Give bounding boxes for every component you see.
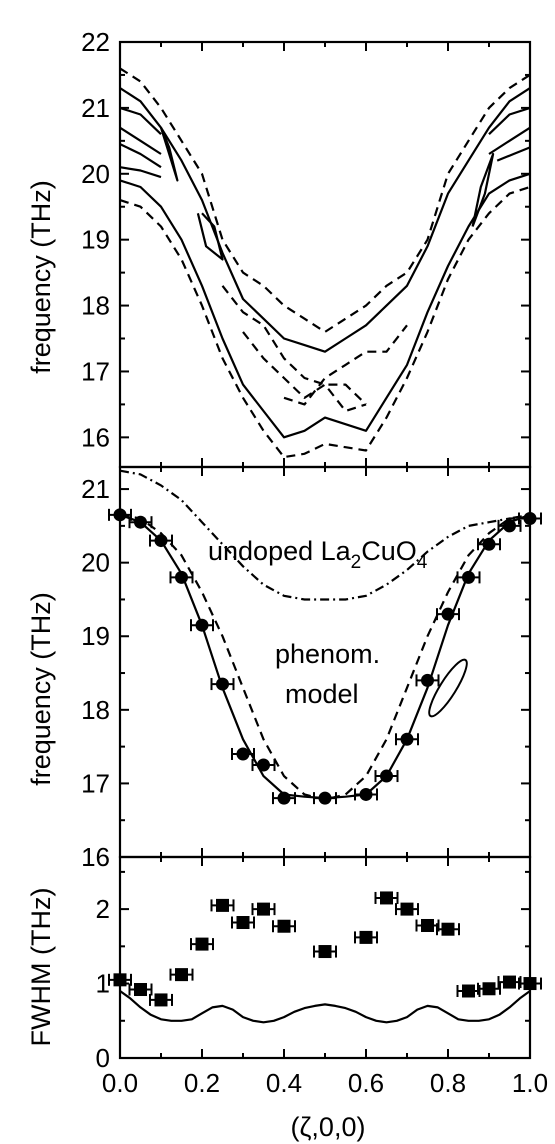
contour-line-14 bbox=[221, 285, 367, 406]
data-marker-square bbox=[113, 973, 127, 987]
data-marker-square bbox=[462, 984, 475, 998]
contour-line-0 bbox=[119, 67, 531, 333]
x-tick-label: 0.6 bbox=[348, 1068, 384, 1098]
data-marker-square bbox=[400, 902, 414, 916]
series-line-2 bbox=[119, 513, 531, 801]
series-line-1 bbox=[119, 990, 531, 1024]
y-tick-label: 2 bbox=[96, 894, 110, 924]
xlabel: (ζ,0,0) bbox=[291, 1112, 366, 1142]
x-tick-label: 0.0 bbox=[102, 1068, 138, 1098]
data-marker-square bbox=[359, 930, 373, 944]
ylabel-top: frequency (THz) bbox=[26, 180, 56, 374]
x-tick-label: 0.8 bbox=[430, 1068, 466, 1098]
ellipse-marker bbox=[428, 658, 468, 718]
data-marker-circle bbox=[236, 747, 250, 761]
contour-line-12 bbox=[488, 126, 531, 155]
x-tick-label: 1.0 bbox=[512, 1068, 548, 1098]
contour-line-9 bbox=[196, 212, 224, 261]
contour-line-11 bbox=[488, 106, 531, 135]
annotation-phenom: phenom. bbox=[275, 639, 380, 669]
y-tick-label: 19 bbox=[81, 621, 110, 651]
contour-line-15 bbox=[283, 324, 408, 406]
contour-line-8 bbox=[159, 127, 179, 182]
y-tick-label: 20 bbox=[81, 548, 110, 578]
data-marker-square bbox=[277, 919, 291, 933]
contour-line-1 bbox=[119, 87, 531, 353]
ylabel-bottom: FWHM (THz) bbox=[26, 888, 56, 1047]
contour-line-7 bbox=[119, 185, 531, 459]
data-marker-square bbox=[216, 898, 229, 912]
y-tick-label: 22 bbox=[81, 27, 110, 57]
contour-line-2 bbox=[119, 106, 162, 135]
data-marker-square bbox=[175, 968, 188, 982]
data-marker-square bbox=[441, 922, 455, 936]
data-marker-square bbox=[421, 918, 434, 932]
y-tick-label: 20 bbox=[81, 159, 110, 189]
y-tick-label: 17 bbox=[81, 356, 110, 386]
ylabel-middle: frequency (THz) bbox=[26, 592, 56, 786]
contour-line-4 bbox=[119, 143, 162, 169]
series-line-3 bbox=[119, 469, 530, 601]
data-marker-square bbox=[236, 916, 250, 930]
y-tick-label: 0 bbox=[96, 1043, 110, 1073]
annotation-undoped: undoped La2CuO4 bbox=[208, 536, 428, 573]
annotation-model: model bbox=[285, 679, 359, 709]
y-tick-label: 17 bbox=[81, 768, 110, 798]
data-marker-square bbox=[482, 982, 496, 996]
data-marker-square bbox=[318, 945, 332, 959]
x-tick-label: 0.2 bbox=[184, 1068, 220, 1098]
data-marker-square bbox=[523, 977, 537, 991]
y-tick-label: 18 bbox=[81, 291, 110, 321]
contour-line-16 bbox=[242, 331, 367, 413]
y-tick-label: 18 bbox=[81, 695, 110, 725]
series-line-1 bbox=[119, 513, 531, 800]
data-marker-square bbox=[503, 975, 516, 989]
data-marker-square bbox=[380, 891, 393, 905]
data-marker-square bbox=[154, 993, 168, 1007]
data-marker-circle bbox=[503, 519, 516, 533]
panel-top: 16 17 18 19 20 21 22 bbox=[81, 27, 532, 469]
y-tick-label: 16 bbox=[81, 842, 110, 872]
plot-frame bbox=[118, 40, 532, 469]
y-tick-label: 19 bbox=[81, 225, 110, 255]
contour-line-5 bbox=[119, 166, 162, 179]
x-tick-label: 0.4 bbox=[266, 1068, 302, 1098]
contour-line-3 bbox=[119, 126, 162, 155]
contour-line-10 bbox=[471, 152, 495, 227]
data-marker-square bbox=[134, 983, 147, 997]
panel-bottom: 0 1 2 0.0 0.2 0.4 0.6 0.8 1.0 bbox=[96, 855, 548, 1098]
panel-middle: 16 17 18 19 20 21 bbox=[81, 465, 542, 872]
data-marker-square bbox=[257, 902, 270, 916]
y-tick-label: 21 bbox=[81, 93, 110, 123]
y-tick-label: 16 bbox=[81, 422, 110, 452]
data-marker-square bbox=[195, 937, 209, 951]
contour-line-13 bbox=[496, 146, 531, 162]
y-tick-label: 1 bbox=[96, 969, 110, 999]
contour-line-6 bbox=[119, 172, 531, 439]
y-tick-label: 21 bbox=[81, 474, 110, 504]
